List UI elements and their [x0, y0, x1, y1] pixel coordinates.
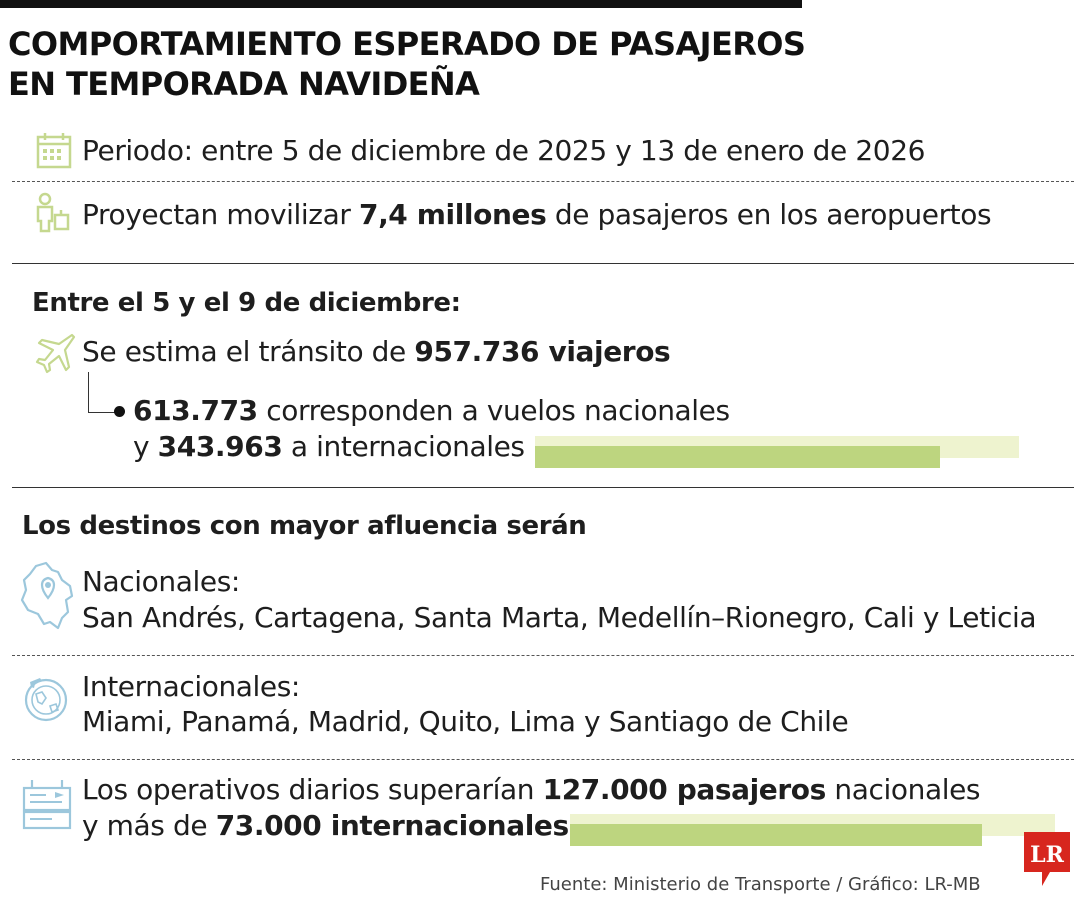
- page-title: COMPORTAMIENTO ESPERADO DE PASAJEROS EN …: [8, 24, 908, 104]
- internacionales-list: Miami, Panamá, Madrid, Quito, Lima y San…: [82, 705, 849, 738]
- globe-airplane-icon: [20, 672, 72, 724]
- destinos-heading: Los destinos con mayor afluencia serán: [22, 511, 587, 541]
- internacionales-daily-value: 73.000 internacionales: [215, 809, 569, 842]
- calendar-icon: [32, 128, 78, 174]
- daily-international-bar-track: [570, 814, 1055, 846]
- diciembre-heading: Entre el 5 y el 9 de diciembre:: [32, 288, 461, 318]
- colombia-map-pin-icon: [18, 560, 76, 632]
- svg-text:LR: LR: [1030, 842, 1064, 868]
- international-share-bar-track: [535, 436, 1019, 468]
- bullet-dot: [114, 406, 125, 417]
- divider: [12, 759, 1074, 760]
- nacionales-detail: 613.773 corresponden a vuelos nacionales: [133, 394, 730, 427]
- nacionales-daily-value: 127.000 pasajeros: [542, 773, 827, 806]
- divider: [12, 655, 1074, 656]
- section-divider: [12, 263, 1074, 264]
- title-line-2: EN TEMPORADA NAVIDEÑA: [8, 65, 480, 103]
- section-divider: [12, 487, 1074, 488]
- source-credit: Fuente: Ministerio de Transporte / Gráfi…: [540, 874, 981, 895]
- operativos-line-2: y más de 73.000 internacionales: [82, 809, 569, 842]
- departures-board-icon: [22, 778, 72, 830]
- viajeros-text: Se estima el tránsito de 957.736 viajero…: [82, 335, 671, 368]
- airplane-icon: [32, 330, 78, 376]
- proyeccion-value: 7,4 millones: [358, 198, 547, 231]
- top-rule: [0, 0, 802, 8]
- periodo-text: Periodo: entre 5 de diciembre de 2025 y …: [82, 134, 926, 167]
- passenger-luggage-icon: [28, 190, 74, 236]
- international-share-bar-fill: [535, 446, 941, 468]
- operativos-line-1: Los operativos diarios superarían 127.00…: [82, 773, 981, 806]
- lr-logo: LR: [1024, 832, 1070, 886]
- proyeccion-text: Proyectan movilizar 7,4 millones de pasa…: [82, 198, 992, 231]
- viajeros-value: 957.736 viajeros: [414, 335, 671, 368]
- title-line-1: COMPORTAMIENTO ESPERADO DE PASAJEROS: [8, 25, 806, 63]
- internacionales-detail: y 343.963 a internacionales: [133, 430, 525, 463]
- divider: [12, 181, 1074, 182]
- daily-international-bar-fill: [570, 824, 983, 846]
- connector-line: [88, 372, 119, 413]
- nacionales-list: San Andrés, Cartagena, Santa Marta, Mede…: [82, 601, 1037, 634]
- nacionales-label: Nacionales:: [82, 565, 240, 598]
- internacionales-label: Internacionales:: [82, 670, 300, 703]
